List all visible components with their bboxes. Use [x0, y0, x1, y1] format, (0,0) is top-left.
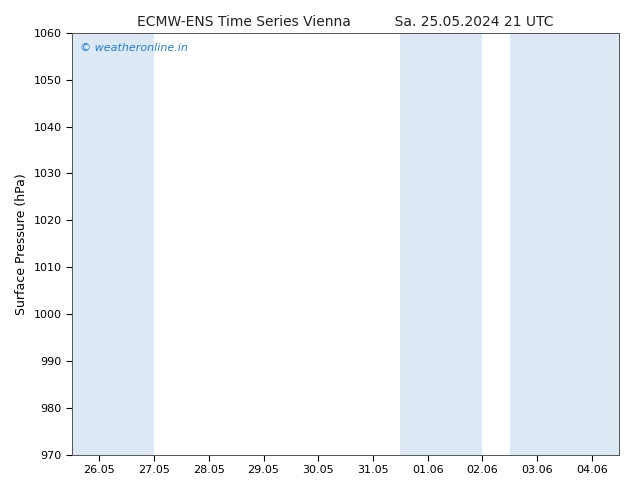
Y-axis label: Surface Pressure (hPa): Surface Pressure (hPa): [15, 173, 28, 315]
Bar: [510, 33, 619, 455]
Bar: [72, 33, 154, 455]
Bar: [400, 33, 482, 455]
Text: © weatheronline.in: © weatheronline.in: [81, 44, 188, 53]
Title: ECMW-ENS Time Series Vienna          Sa. 25.05.2024 21 UTC: ECMW-ENS Time Series Vienna Sa. 25.05.20…: [138, 15, 553, 29]
